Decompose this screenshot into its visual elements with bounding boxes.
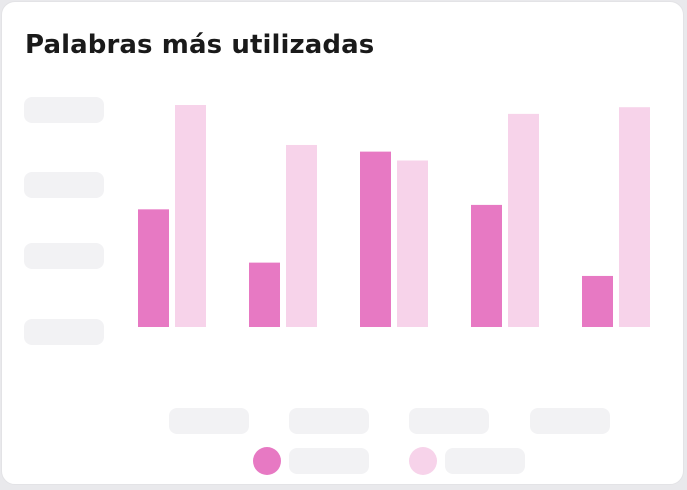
bar-group-2-series-1	[249, 262, 280, 327]
x-tick-label-placeholder	[289, 408, 369, 434]
legend-swatch-series-1	[253, 447, 281, 475]
bar-group-5-series-2	[619, 107, 650, 327]
bar-group-5-series-1	[582, 275, 613, 327]
bar-group-4-series-1	[471, 204, 502, 327]
bar-group-4-series-2	[508, 113, 539, 327]
y-tick-label-placeholder	[24, 172, 104, 198]
bar-group-2-series-2	[286, 144, 317, 327]
legend-swatch-series-2	[409, 447, 437, 475]
legend-label-placeholder	[289, 448, 369, 474]
x-tick-label-placeholder	[409, 408, 489, 434]
y-tick-label-placeholder	[24, 97, 104, 123]
x-tick-label-placeholder	[169, 408, 249, 434]
y-tick-label-placeholder	[24, 243, 104, 269]
bar-group-3-series-2	[397, 160, 428, 327]
y-tick-label-placeholder	[24, 319, 104, 345]
bar-group-1-series-2	[175, 105, 206, 327]
x-tick-label-placeholder	[530, 408, 610, 434]
bar-group-1-series-1	[138, 209, 169, 327]
bar-group-3-series-1	[360, 151, 391, 327]
chart-title: Palabras más utilizadas	[25, 30, 375, 60]
legend-label-placeholder	[445, 448, 525, 474]
